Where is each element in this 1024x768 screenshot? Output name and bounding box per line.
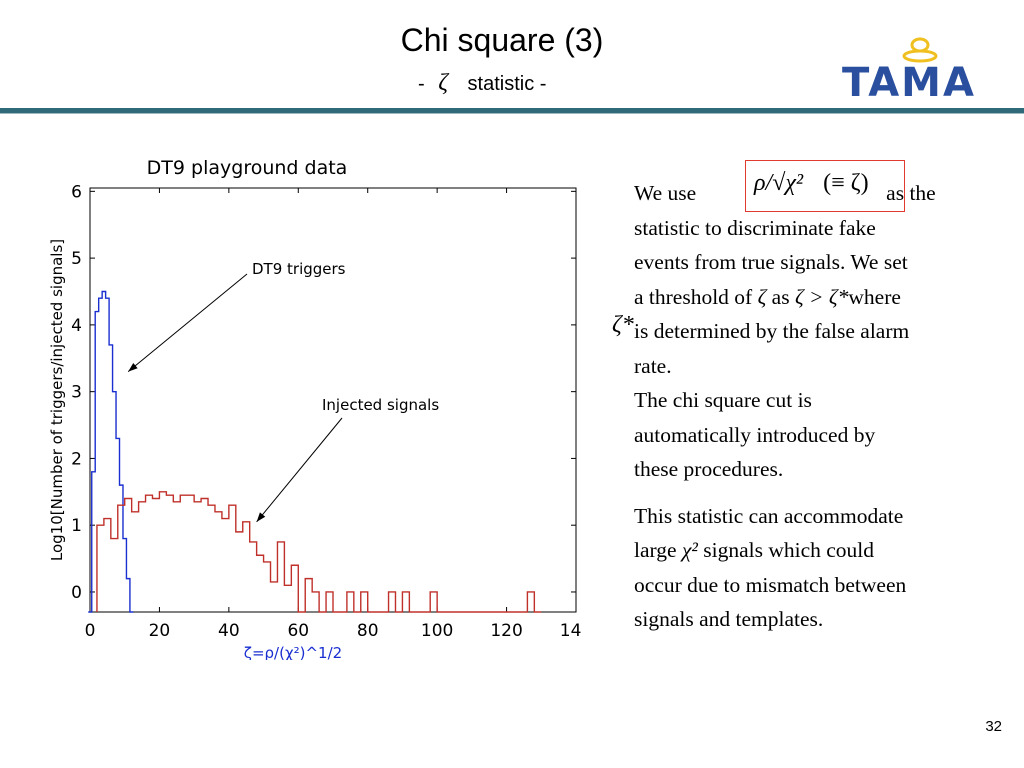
triggers-step-line <box>88 290 134 613</box>
paragraph-3: This statistic can accommodate large χ² … <box>634 499 1006 637</box>
annotation-label: Injected signals <box>322 396 439 414</box>
zeta-inequality: ζ > ζ* <box>794 284 849 309</box>
text-line: automatically introduced by <box>634 422 876 447</box>
subtitle-suffix: statistic - <box>467 73 547 95</box>
zeta-formula: ρ/√χ² (≡ ζ) <box>754 170 869 197</box>
histogram-chart: DT9 playground data Log10[Number of trig… <box>48 157 582 660</box>
zeta-inline: ζ <box>757 284 767 309</box>
y-tick-label: 5 <box>71 249 82 269</box>
y-tick-label: 0 <box>71 583 82 603</box>
chi-squared-inline: χ² <box>681 538 698 562</box>
annotation-arrowhead <box>128 363 138 372</box>
x-axis-label: ζ=ρ/(χ²)^1/2 <box>244 644 342 660</box>
y-tick-label: 2 <box>71 449 82 469</box>
tama-logo: TAMA <box>842 37 976 102</box>
annotation-label: DT9 triggers <box>252 260 346 278</box>
text-line: events from true signals. We set <box>634 250 908 274</box>
text-line: occur due to mismatch between <box>634 572 907 597</box>
text-line: signals which could <box>703 538 875 562</box>
paragraph-gap <box>634 487 1006 499</box>
text-line: where <box>848 284 901 309</box>
y-axis-label: Log10[Number of triggers/injected signal… <box>48 239 66 561</box>
formula-equivalence: (≡ ζ) <box>823 170 869 196</box>
paragraph-1: We use as the statistic to discriminate f… <box>634 176 1006 383</box>
annotation-arrow <box>256 417 343 523</box>
x-tick-label: 0 <box>85 621 96 641</box>
signals-step-line <box>96 491 542 613</box>
x-tick-label: 140 <box>560 621 582 641</box>
annotation-arrowhead <box>256 512 266 522</box>
y-tick-label: 1 <box>71 516 82 536</box>
x-tick-label: 40 <box>218 621 240 641</box>
text-line: as <box>771 284 790 309</box>
text-line: a threshold of <box>634 284 753 309</box>
formula-box <box>745 160 905 212</box>
annotation-arrow <box>127 273 248 373</box>
text-line: signals and templates. <box>634 607 824 631</box>
subtitle-prefix: - <box>418 73 425 95</box>
text-line: these procedures. <box>634 457 784 481</box>
text-line: rate. <box>634 353 672 378</box>
text-line: This statistic can accommodate <box>634 503 904 528</box>
slide-subtitle: - ζ statistic - <box>418 70 546 97</box>
text-line: statistic to discriminate fake <box>634 215 876 240</box>
x-tick-label: 80 <box>357 621 379 641</box>
text-line: We use <box>634 181 697 205</box>
zeta-star-symbol: ζ* <box>612 312 634 338</box>
x-tick-label: 120 <box>490 621 522 641</box>
header-rule-light <box>0 113 1024 114</box>
paragraph-2: The chi square cut is automatically intr… <box>634 383 1006 487</box>
formula-expression: ρ/√χ² <box>754 170 804 196</box>
text-line: as the <box>886 181 936 205</box>
x-tick-label: 20 <box>149 621 171 641</box>
body-text: We use as the statistic to discriminate f… <box>634 176 1006 637</box>
x-tick-label: 60 <box>287 621 309 641</box>
text-line: The chi square cut is <box>634 388 812 412</box>
chart-title: DT9 playground data <box>147 157 348 179</box>
y-tick-label: 6 <box>71 182 82 202</box>
y-tick-label: 3 <box>71 383 82 403</box>
page-number: 32 <box>985 718 1002 735</box>
y-tick-label: 4 <box>71 316 82 336</box>
logo-text: TAMA <box>842 60 976 102</box>
slide-title: Chi square (3) <box>400 22 604 58</box>
text-line: large <box>634 538 677 562</box>
x-tick-label: 100 <box>421 621 453 641</box>
zeta-symbol: ζ <box>438 70 448 96</box>
header-rule <box>0 108 1024 113</box>
text-line: is determined by the false alarm <box>634 319 910 343</box>
